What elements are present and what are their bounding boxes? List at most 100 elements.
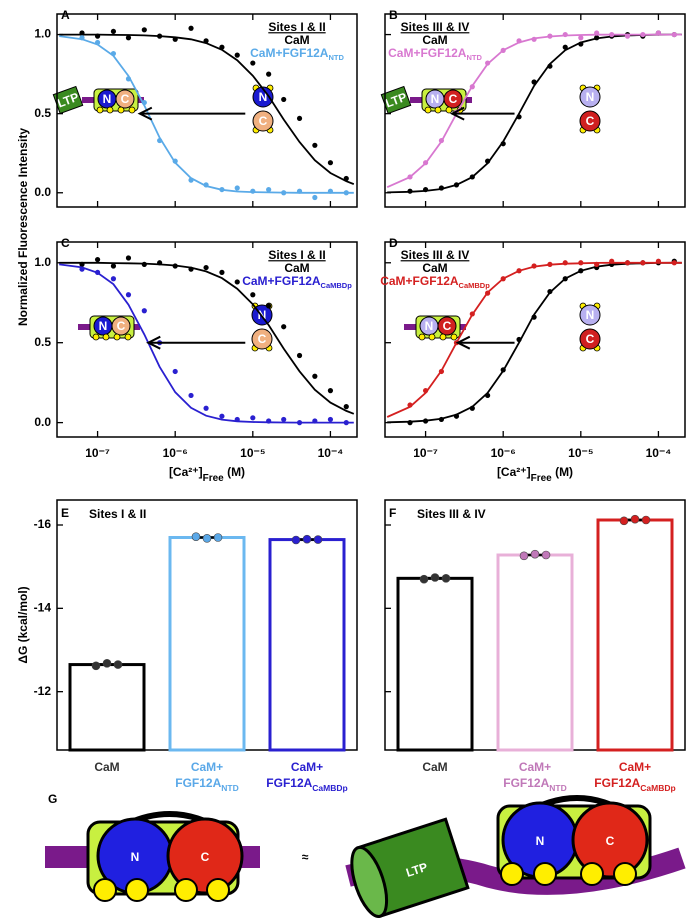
panel-label: C [61, 236, 70, 250]
c-lobe [579, 328, 601, 350]
legend-name: CaM [422, 33, 447, 47]
replicate-point [441, 574, 451, 583]
data-point [219, 186, 225, 193]
legend-entry: CaM+FGF12ACaMBDp [242, 274, 352, 290]
ltp: LTP [350, 817, 470, 919]
x-tick-label-sub: NTD [221, 783, 238, 793]
data-point [188, 266, 194, 272]
ca-site [124, 333, 132, 341]
fit-line [59, 35, 354, 194]
data-point [500, 47, 506, 53]
data-point [281, 324, 287, 330]
data-point [422, 388, 429, 394]
y-axis-title: Normalized Fluorescence Intensity [16, 128, 30, 326]
data-point [234, 185, 240, 191]
replicate-point [641, 515, 651, 525]
ca-site [428, 333, 436, 341]
c-lobe [443, 89, 463, 109]
y-tick-label: 1.0 [34, 27, 51, 41]
c-label: C [117, 319, 126, 333]
y-tick-label: 0.5 [34, 106, 51, 120]
y-tick-label: 0.5 [34, 335, 51, 349]
x-tick-label: 10⁻⁶ [163, 446, 188, 460]
x-tick-label: 10⁻⁷ [413, 446, 438, 460]
n-lobe [579, 304, 601, 326]
data-point [594, 261, 600, 267]
data-point [469, 311, 475, 317]
data-point [516, 38, 522, 44]
data-point [343, 175, 349, 182]
data-point [110, 263, 117, 269]
data-point [516, 336, 522, 343]
data-point [141, 27, 147, 33]
x-axis-title-part: (M) [224, 465, 245, 479]
arrow-head [146, 335, 161, 350]
data-point [578, 260, 584, 266]
legend-entry: CaM [284, 261, 309, 275]
data-point [500, 141, 506, 147]
data-point [343, 420, 349, 426]
data-point [578, 268, 584, 274]
ca-site [113, 333, 121, 341]
legend-name-sub: CaMBDp [321, 281, 353, 290]
data-point [266, 303, 272, 309]
data-point [609, 31, 615, 38]
fit-line [59, 33, 355, 185]
panel-label: D [389, 236, 398, 250]
x-axis-title-part: (M) [552, 465, 573, 479]
plot-frame [56, 241, 358, 438]
legend-name: CaM+FGF12A [388, 46, 467, 60]
x-tick-label: 10⁻⁵ [568, 446, 593, 460]
data-point [327, 160, 334, 166]
ca-site [106, 106, 114, 114]
data-point [296, 188, 303, 194]
x-tick-label: CaM+ [519, 760, 551, 774]
diagram: G N C ≈ LTP N C [45, 792, 686, 919]
plot-frame [56, 13, 358, 208]
data-point [125, 35, 132, 41]
data-point [327, 388, 334, 394]
data-point [203, 405, 209, 411]
n-lobe [579, 86, 601, 108]
legend-title: Sites I & II [268, 20, 325, 34]
x-tick-label: 10⁻⁴ [318, 446, 344, 460]
ca-sites [93, 878, 230, 902]
data-point [234, 416, 240, 423]
data-point [640, 31, 646, 38]
data-point [141, 261, 147, 267]
n-label: N [586, 308, 595, 322]
data-point [188, 25, 194, 31]
legend-entry: CaM+FGF12ANTD [250, 46, 344, 62]
fit-line [59, 263, 354, 424]
c-lobe [579, 110, 601, 132]
x-tick-label-sub: CaMBDp [640, 783, 675, 793]
data-point [516, 268, 522, 274]
replicate-point [630, 514, 640, 524]
fit-line [59, 261, 355, 415]
c-label: C [121, 92, 130, 106]
data-point [438, 416, 445, 423]
y-tick-label: -16 [34, 517, 52, 531]
ca-site [102, 333, 110, 341]
x-tick-label-part: FGF12A [175, 776, 221, 790]
data-point [327, 188, 334, 194]
x-tick-label: CaM+ [619, 760, 651, 774]
data-point [281, 190, 287, 196]
x-axis-title-part: [Ca²⁺] [169, 465, 203, 479]
data-point [671, 31, 677, 38]
data-point [327, 416, 334, 423]
data-point [79, 30, 85, 36]
data-point [172, 36, 178, 42]
x-tick-label: CaM+ [191, 760, 223, 774]
plot-frame [384, 13, 686, 208]
n-label: N [586, 90, 595, 104]
replicate-point [541, 550, 551, 560]
data-point [141, 308, 147, 314]
legend-name: CaM+FGF12A [380, 274, 459, 288]
plot-frame [384, 241, 686, 438]
replicate-point [302, 534, 312, 544]
data-point [266, 186, 272, 193]
data-point [469, 84, 475, 90]
data-point [219, 44, 225, 50]
